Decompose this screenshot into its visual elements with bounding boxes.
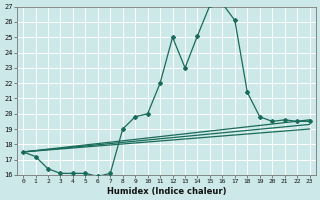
X-axis label: Humidex (Indice chaleur): Humidex (Indice chaleur)	[107, 187, 226, 196]
